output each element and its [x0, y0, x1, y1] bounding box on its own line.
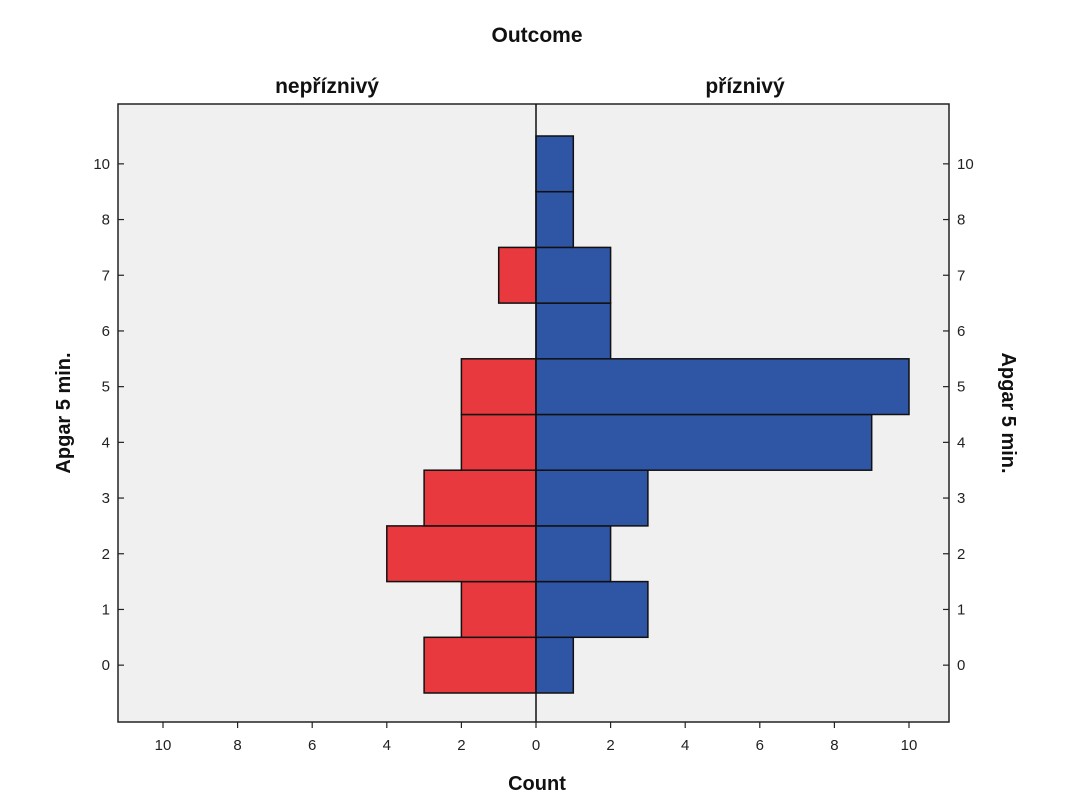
y-tick-label-left: 3 — [102, 490, 110, 507]
y-axis-title-left: Apgar 5 min. — [53, 352, 75, 473]
panel-label-right: příznivý — [705, 75, 785, 98]
bar-right-4 — [535, 413, 873, 471]
x-tick-label: 0 — [532, 737, 540, 754]
x-tick-label: 6 — [308, 737, 316, 754]
y-tick-label-right: 3 — [957, 490, 965, 507]
y-tick-label-right: 6 — [957, 323, 965, 340]
bar-right-7 — [535, 246, 612, 304]
y-tick-label-left: 5 — [102, 379, 110, 396]
bar-right-8 — [535, 190, 575, 249]
bar-right-10 — [535, 135, 575, 193]
ticks-layer: 0 0 1 1 2 2 3 3 4 4 5 5 6 6 7 7 8 8 10 10 10 8 6 4 2 0 2 4 6 8 10 — [93, 156, 973, 754]
x-tick-label: 4 — [681, 737, 689, 754]
y-tick-label-right: 2 — [957, 546, 965, 563]
y-tick-label-left: 10 — [93, 156, 110, 173]
y-tick-label-right: 1 — [957, 601, 965, 618]
panel-label-left: nepříznivý — [275, 75, 379, 98]
bar-left-7 — [497, 246, 537, 304]
bar-right-5 — [535, 358, 910, 416]
chart-title: Outcome — [491, 24, 582, 47]
bar-left-5 — [460, 358, 537, 416]
x-tick-label: 8 — [233, 737, 241, 754]
bars-layer — [386, 135, 910, 694]
y-tick-label-left: 0 — [102, 657, 110, 674]
x-tick-label: 8 — [830, 737, 838, 754]
y-tick-label-right: 8 — [957, 212, 965, 229]
y-tick-label-left: 8 — [102, 212, 110, 229]
bar-right-1 — [535, 580, 649, 639]
bar-right-0 — [535, 636, 575, 694]
y-tick-label-right: 7 — [957, 267, 965, 284]
y-tick-label-right: 0 — [957, 657, 965, 674]
y-tick-label-left: 2 — [102, 546, 110, 563]
bar-right-6 — [535, 302, 612, 360]
x-tick-label: 10 — [901, 737, 918, 754]
y-tick-label-left: 4 — [102, 434, 110, 451]
bar-left-4 — [460, 413, 537, 471]
y-tick-label-right: 10 — [957, 156, 974, 173]
y-tick-label-right: 4 — [957, 434, 965, 451]
y-tick-label-left: 6 — [102, 323, 110, 340]
bar-left-0 — [423, 636, 537, 694]
x-tick-label: 2 — [606, 737, 614, 754]
x-tick-label: 6 — [756, 737, 764, 754]
bar-left-3 — [423, 469, 537, 527]
bar-right-2 — [535, 525, 612, 583]
x-axis-title: Count — [508, 773, 566, 795]
bar-left-2 — [386, 525, 537, 583]
y-axis-title-right: Apgar 5 min. — [997, 352, 1019, 473]
y-tick-label-left: 7 — [102, 267, 110, 284]
bar-left-1 — [460, 580, 537, 639]
bar-right-3 — [535, 469, 649, 527]
x-tick-label: 4 — [383, 737, 391, 754]
y-tick-label-left: 1 — [102, 601, 110, 618]
x-tick-label: 10 — [155, 737, 172, 754]
y-tick-label-right: 5 — [957, 379, 965, 396]
x-tick-label: 2 — [457, 737, 465, 754]
